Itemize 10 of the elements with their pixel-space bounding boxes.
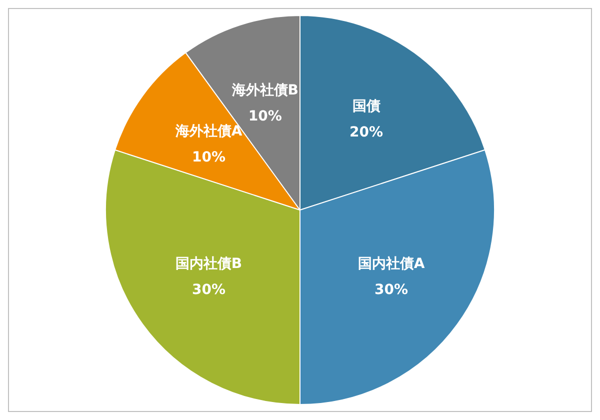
data-label: 10% xyxy=(192,149,226,166)
data-label: 20% xyxy=(350,124,384,140)
slice-label: 海外社債B xyxy=(230,82,298,98)
slice-label: 国債 xyxy=(352,98,380,114)
slice-label: 国内社債B xyxy=(175,256,242,272)
data-label: 30% xyxy=(192,282,226,298)
data-label: 10% xyxy=(248,108,282,124)
data-label: 30% xyxy=(374,282,408,298)
slice-label: 海外社債A xyxy=(174,123,242,140)
slice-label: 国内社債A xyxy=(358,256,425,272)
